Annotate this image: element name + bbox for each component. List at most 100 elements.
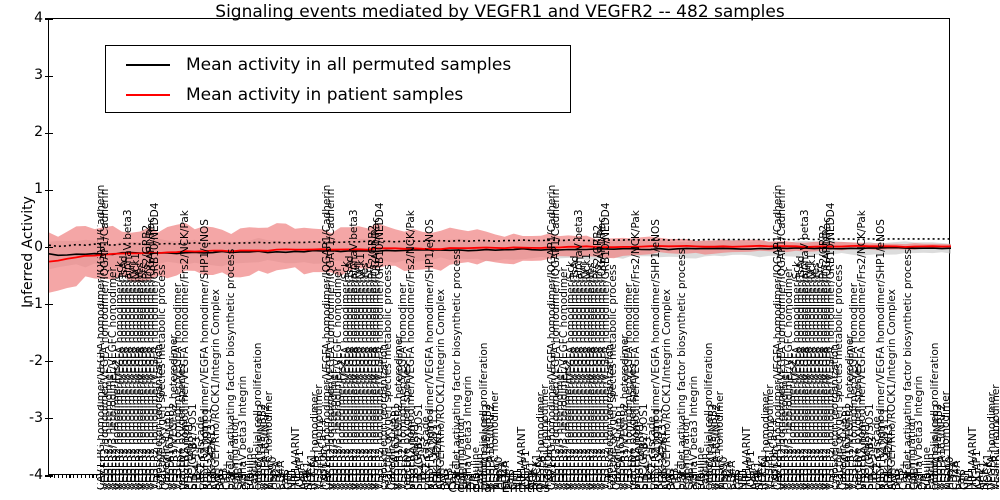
x-tick-mark — [489, 474, 492, 478]
x-tick-label: IQGAP1 — [970, 450, 983, 490]
x-tick-mark — [314, 474, 316, 478]
x-tick-mark — [474, 474, 476, 478]
x-tick-mark — [650, 474, 652, 478]
x-tick-mark — [459, 474, 461, 478]
x-tick-mark — [226, 474, 228, 478]
x-tick-mark — [753, 474, 755, 478]
x-tick-mark — [241, 474, 243, 478]
x-tick-mark — [757, 474, 759, 478]
x-tick-mark — [130, 474, 132, 478]
y-tick-mark-inner — [49, 418, 53, 420]
x-tick-mark — [646, 474, 648, 478]
y-tick-mark — [45, 475, 49, 477]
x-tick-mark — [742, 474, 744, 478]
x-tick-label: VEGFR1 homodimer — [989, 384, 999, 490]
x-tick-mark — [145, 474, 148, 478]
x-tick-mark — [845, 474, 847, 478]
x-tick-mark — [524, 474, 526, 478]
x-tick-mark — [447, 474, 449, 478]
x-tick-mark — [830, 474, 832, 478]
x-tick-mark — [673, 474, 675, 478]
y-tick-mark-inner — [49, 75, 53, 77]
x-tick-mark — [585, 474, 587, 478]
x-tick-mark — [424, 474, 427, 478]
y-tick-mark — [45, 418, 49, 420]
x-tick-mark — [856, 474, 858, 478]
x-tick-mark — [665, 474, 667, 478]
x-tick-mark — [715, 474, 717, 478]
x-tick-mark — [692, 474, 694, 478]
x-tick-mark — [833, 474, 835, 478]
y-tick-mark — [45, 304, 49, 306]
x-tick-mark — [581, 474, 583, 478]
x-tick-mark — [937, 474, 939, 478]
x-tick-mark — [600, 474, 602, 478]
x-tick-mark — [428, 474, 430, 478]
y-tick-label: -4 — [29, 467, 43, 483]
x-tick-mark — [631, 474, 633, 478]
x-tick-label: Pak — [955, 471, 968, 490]
x-tick-mark — [822, 474, 824, 478]
x-tick-mark — [669, 474, 671, 478]
x-tick-mark — [658, 474, 660, 478]
x-tick-mark — [61, 474, 63, 478]
x-tick-mark — [784, 474, 786, 478]
x-tick-mark — [570, 474, 572, 478]
x-tick-mark — [910, 474, 912, 478]
y-tick-label: 1 — [34, 181, 43, 198]
x-tick-mark — [891, 474, 893, 478]
x-tick-mark — [791, 474, 793, 478]
x-tick-label: GTP — [959, 469, 972, 490]
legend-entry-permuted: Mean activity in all permuted samples — [106, 50, 570, 80]
x-tick-mark — [482, 474, 484, 478]
x-tick-mark — [386, 474, 388, 478]
x-tick-mark — [795, 474, 797, 478]
x-tick-mark — [352, 474, 354, 478]
x-tick-mark — [287, 474, 289, 478]
x-tick-mark — [493, 474, 495, 478]
y-tick-label: -3 — [29, 409, 43, 426]
x-tick-mark — [875, 474, 878, 478]
x-tick-mark — [680, 474, 683, 478]
x-tick-mark — [940, 474, 943, 478]
plot-svg — [49, 223, 951, 293]
x-tick-mark — [902, 474, 904, 478]
x-tick-mark — [359, 474, 362, 478]
x-tick-mark — [344, 474, 346, 478]
x-tick-mark — [765, 474, 767, 478]
x-tick-mark — [432, 474, 434, 478]
x-tick-label: NB1 — [962, 468, 975, 490]
x-tick-mark — [661, 474, 664, 478]
x-tick-mark — [440, 474, 442, 478]
x-tick-mark — [642, 474, 644, 478]
x-tick-mark — [799, 474, 801, 478]
x-tick-mark — [268, 474, 270, 478]
x-tick-mark — [184, 474, 186, 478]
x-tick-mark — [348, 474, 350, 478]
x-tick-mark — [199, 474, 201, 478]
x-tick-mark — [99, 474, 102, 478]
x-tick-mark — [623, 474, 625, 478]
x-tick-mark — [417, 474, 419, 478]
x-tick-mark — [864, 474, 866, 478]
x-tick-mark — [306, 474, 308, 478]
x-tick-mark — [233, 474, 235, 478]
x-tick-mark — [302, 474, 304, 478]
y-tick-mark-inner — [49, 132, 53, 134]
x-tick-mark — [486, 474, 488, 478]
x-tick-mark — [860, 474, 862, 478]
x-tick-mark — [394, 474, 396, 478]
y-tick-label: 3 — [34, 67, 43, 84]
x-tick-mark — [810, 474, 813, 478]
x-tick-mark — [654, 474, 656, 478]
x-tick-mark — [841, 474, 843, 478]
x-tick-mark — [612, 474, 614, 478]
x-tick-mark — [933, 474, 935, 478]
x-tick-mark — [195, 474, 197, 478]
x-tick-label: NCK1 — [978, 461, 991, 490]
x-tick-mark — [879, 474, 881, 478]
x-tick-mark — [780, 474, 782, 478]
x-tick-mark — [894, 474, 897, 478]
x-tick-mark — [161, 474, 163, 478]
x-tick-mark — [615, 474, 618, 478]
